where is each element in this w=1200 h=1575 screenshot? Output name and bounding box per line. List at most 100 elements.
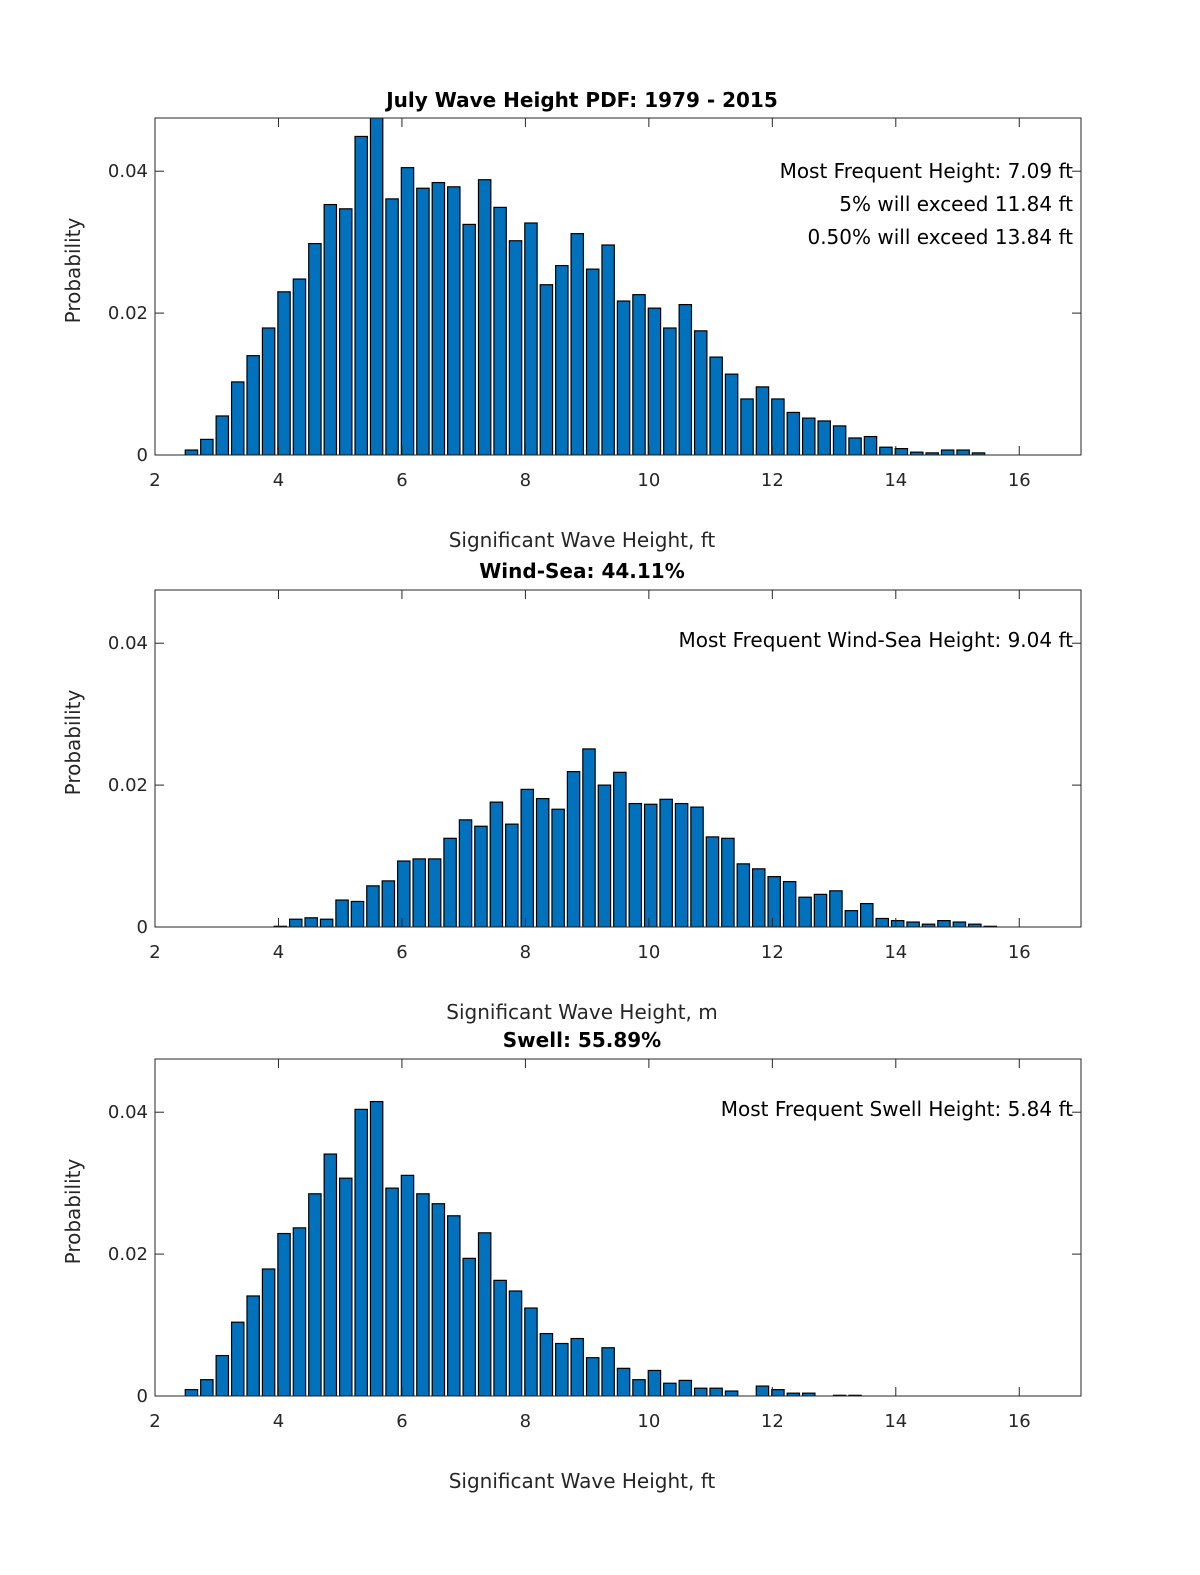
bar xyxy=(462,1257,476,1396)
bar xyxy=(427,858,442,927)
x-tick-label: 14 xyxy=(884,470,907,491)
x-tick-label: 4 xyxy=(273,470,284,491)
bar xyxy=(397,860,411,927)
bar xyxy=(381,880,396,927)
x-tick-label: 4 xyxy=(273,1411,284,1432)
bar xyxy=(215,415,230,455)
x-axis-label: Significant Wave Height, ft xyxy=(449,1469,716,1493)
x-tick-label: 8 xyxy=(520,470,531,491)
bar xyxy=(693,1387,708,1396)
bar xyxy=(493,1279,507,1396)
x-tick-label: 2 xyxy=(149,1411,160,1432)
bar xyxy=(184,1389,199,1396)
bar xyxy=(937,920,951,927)
bar xyxy=(585,1357,600,1396)
bar xyxy=(431,181,446,455)
bar xyxy=(956,449,970,455)
bar xyxy=(801,417,816,455)
bar xyxy=(566,771,581,927)
bar xyxy=(489,801,504,927)
x-tick-label: 12 xyxy=(761,942,784,963)
bar xyxy=(462,223,476,455)
bar xyxy=(832,425,847,455)
bar xyxy=(751,868,766,927)
bar xyxy=(860,902,874,927)
bar xyxy=(354,1108,368,1396)
bar xyxy=(601,244,615,455)
bar xyxy=(288,918,303,927)
bar xyxy=(705,836,720,927)
bar xyxy=(678,1379,693,1396)
bar xyxy=(894,448,909,455)
y-tick-label: 0.04 xyxy=(108,161,148,182)
bar xyxy=(505,823,519,927)
bar xyxy=(616,1367,631,1396)
bar xyxy=(323,1153,338,1396)
bar xyxy=(616,300,631,455)
bar xyxy=(613,771,627,927)
bar xyxy=(582,748,596,927)
x-tick-label: 16 xyxy=(1008,1411,1031,1432)
bar xyxy=(643,803,658,927)
y-tick-label: 0.04 xyxy=(108,1102,148,1123)
bar xyxy=(246,355,260,455)
bar xyxy=(693,330,708,455)
bar xyxy=(863,435,878,455)
y-tick-label: 0.02 xyxy=(108,303,148,324)
bar xyxy=(277,291,291,455)
bar xyxy=(458,819,473,927)
bar xyxy=(647,307,662,455)
bar xyxy=(350,900,365,927)
bar xyxy=(477,1232,492,1396)
bar xyxy=(597,784,612,927)
bar xyxy=(555,1342,569,1396)
y-tick-label: 0 xyxy=(137,445,148,466)
bar xyxy=(477,179,492,455)
bar xyxy=(493,206,507,455)
bar xyxy=(551,808,565,927)
bar-series xyxy=(184,118,986,455)
bar xyxy=(940,449,955,455)
annotation: 0.50% will exceed 13.84 ft xyxy=(807,225,1073,249)
bar xyxy=(570,233,585,455)
bar xyxy=(539,1332,554,1396)
bar xyxy=(690,806,704,927)
bar xyxy=(724,373,739,455)
bar xyxy=(385,198,399,455)
bar xyxy=(659,798,673,927)
bar xyxy=(385,1187,399,1396)
bar xyxy=(570,1337,585,1396)
bar xyxy=(416,187,430,455)
bar xyxy=(952,921,967,927)
bar xyxy=(447,1215,461,1396)
y-tick-label: 0.04 xyxy=(108,633,148,654)
bar xyxy=(910,451,924,455)
bar xyxy=(443,837,457,927)
bar xyxy=(879,446,893,455)
bar xyxy=(292,1227,307,1396)
x-tick-label: 10 xyxy=(637,470,660,491)
bar xyxy=(767,876,781,927)
bar xyxy=(323,203,338,455)
bar xyxy=(813,893,828,927)
bar xyxy=(801,1392,816,1396)
bar xyxy=(721,837,735,927)
bar xyxy=(709,1387,723,1396)
bar xyxy=(601,1347,615,1396)
bar xyxy=(335,899,349,927)
y-axis-label: Probability xyxy=(61,217,85,323)
bar xyxy=(261,327,276,455)
bar xyxy=(319,918,334,927)
x-tick-label: 6 xyxy=(396,470,407,491)
x-tick-label: 14 xyxy=(884,942,907,963)
bar xyxy=(230,381,245,455)
bar xyxy=(678,303,693,455)
bar xyxy=(829,890,843,927)
bar-series xyxy=(184,1100,862,1396)
annotation: Most Frequent Wind-Sea Height: 9.04 ft xyxy=(678,628,1073,652)
bar xyxy=(755,386,770,455)
bar xyxy=(354,135,368,455)
bar xyxy=(771,398,785,455)
bar xyxy=(474,825,488,927)
